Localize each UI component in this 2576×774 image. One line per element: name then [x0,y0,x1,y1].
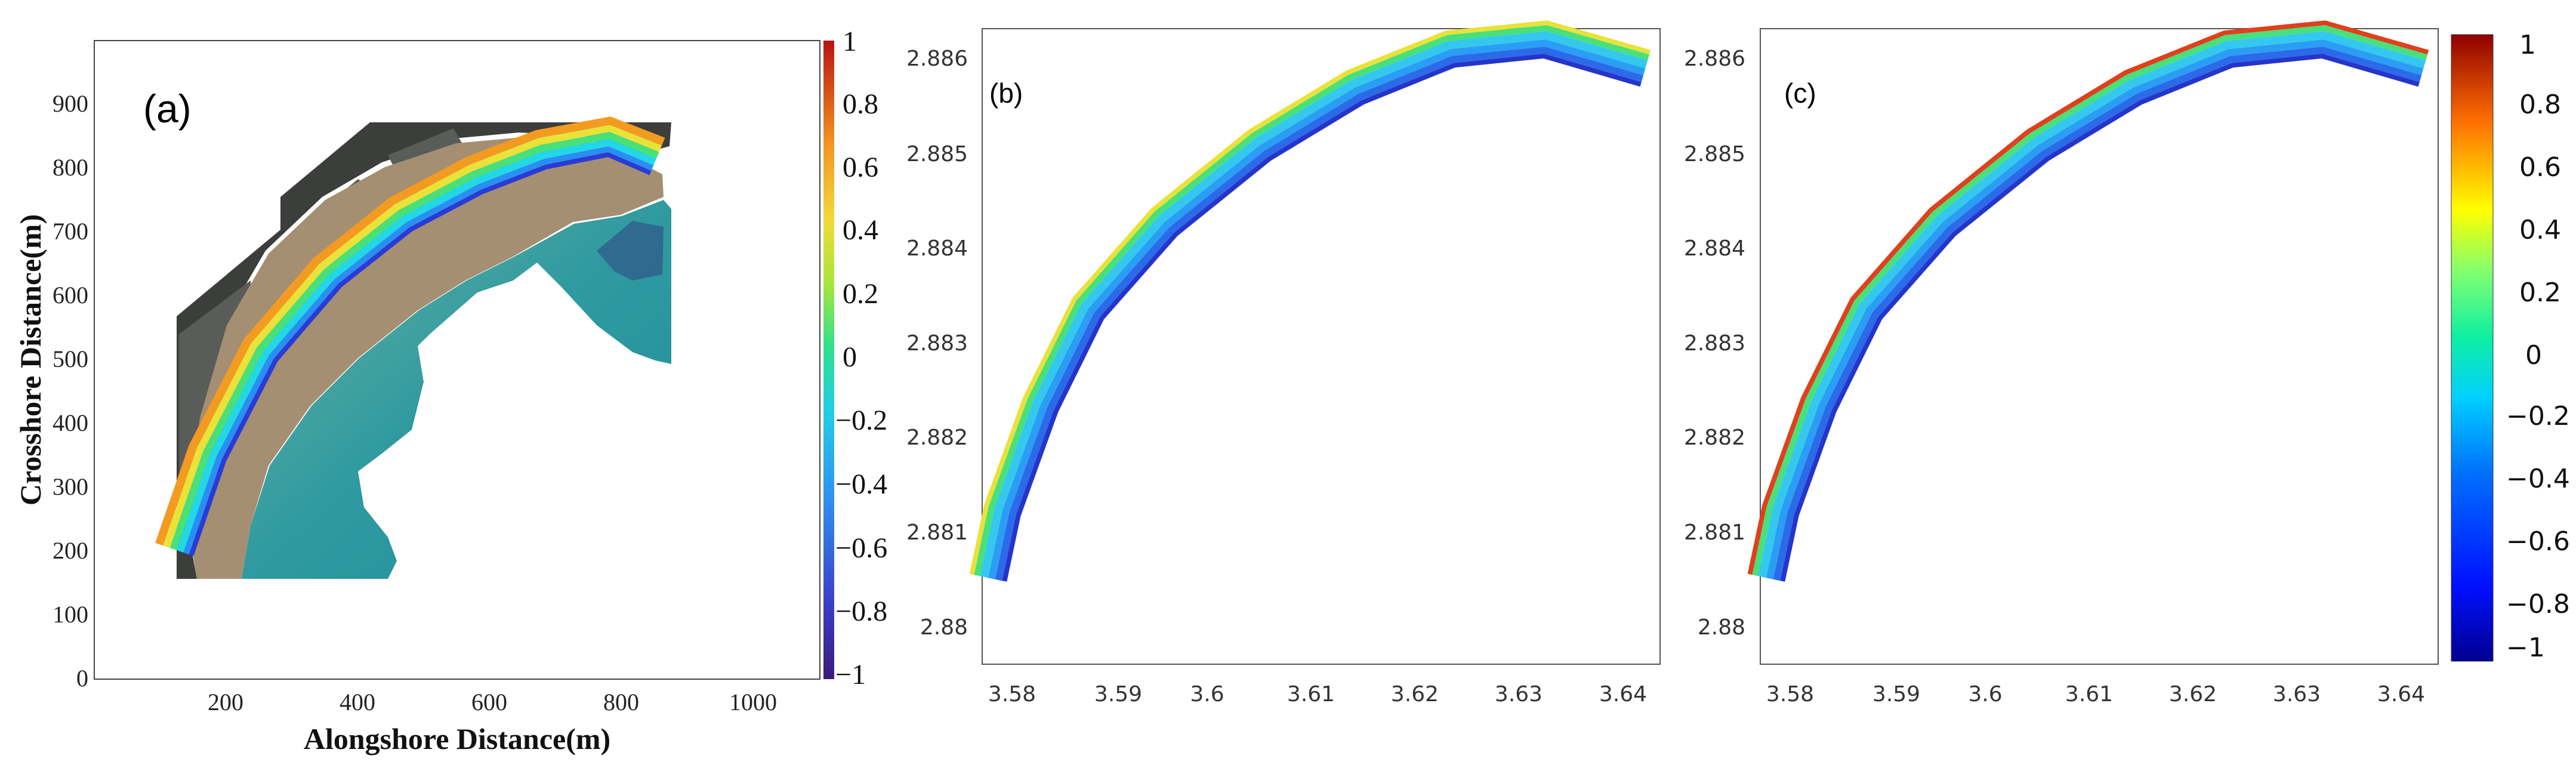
y-tick: 2.886 [1684,47,1745,71]
colorbar-tick: −0.4 [835,468,887,500]
x-tick: 200 [208,689,243,716]
x-tick: 600 [471,689,507,716]
y-tick: 100 [53,601,88,628]
x-tick: 3.63 [2273,682,2321,707]
x-tick: 400 [340,689,375,716]
band-stripe [189,152,652,556]
panel-b: (b) 2.886 2.885 2.884 2.883 2.882 2.881 … [906,20,1661,707]
panel-b-y-tick-labels: 2.886 2.885 2.884 2.883 2.882 2.881 2.88 [906,47,968,640]
x-tick: 3.59 [1094,682,1142,707]
colorbar-tick: 1 [843,26,857,57]
x-tick: 3.62 [2169,682,2217,707]
y-tick: 700 [53,218,88,245]
x-tick: 3.59 [1872,682,1920,707]
panel-c-axes-box [1760,28,2439,665]
colorbar-tick: 0.4 [843,214,878,246]
colorbar-tick: −1 [835,659,866,690]
panel-c: (c) 2.886 2.885 2.884 2.883 2.882 2.881 … [1684,20,2570,707]
band-stripe [169,132,659,550]
x-tick: 3.64 [1599,682,1647,707]
panel-b-axes-box [982,28,1661,665]
x-tick: 3.62 [1391,682,1439,707]
panel-a: 0 100 200 300 400 500 600 700 800 900 20… [14,26,887,756]
y-tick: 2.884 [906,236,968,261]
panel-a-label: (a) [143,87,192,131]
y-tick: 2.883 [906,331,968,356]
panel-c-x-tick-labels: 3.58 3.59 3.6 3.61 3.62 3.63 3.64 [1766,682,2425,707]
panel-a-y-axis-title: Crosshore Distance(m) [14,214,47,505]
y-tick: 900 [53,90,88,117]
colorbar-tick: 0.2 [2519,277,2561,308]
y-tick: 200 [53,537,88,564]
colorbar-tick: −0.6 [835,532,887,564]
panel-a-y-tick-labels: 0 100 200 300 400 500 600 700 800 900 [53,90,88,692]
x-tick: 3.61 [1287,682,1335,707]
panel-a-x-tick-labels: 200 400 600 800 1000 [208,689,777,716]
colorbar-tick: −0.2 [835,405,887,436]
band-stripe [177,139,656,553]
y-tick: 600 [53,282,88,309]
colorbar-tick: −0.6 [2506,526,2570,557]
band-stripe [163,125,662,548]
panel-b-x-tick-labels: 3.58 3.59 3.6 3.61 3.62 3.63 3.64 [988,682,1647,707]
colorbar-tick: 0.6 [843,152,878,183]
colorbar-tick: 0.4 [2519,215,2561,245]
y-tick: 2.885 [1684,142,1745,166]
y-tick: 2.881 [1684,520,1745,545]
y-tick: 400 [53,409,88,436]
x-tick: 3.6 [1190,682,1224,707]
y-tick: 300 [53,473,88,500]
x-tick: 800 [603,689,639,716]
panel-a-shoreline-band [155,116,665,556]
x-tick: 3.58 [1766,682,1814,707]
y-tick: 2.882 [1684,425,1745,450]
y-tick: 0 [76,665,88,692]
x-tick: 3.61 [2065,682,2113,707]
x-tick: 3.6 [1968,682,2002,707]
panel-c-colorbar [2451,34,2494,662]
panel-a-map-image [177,122,671,579]
colorbar-tick: −0.4 [2506,464,2570,494]
y-tick: 2.886 [906,47,968,71]
panel-a-x-axis-title: Alongshore Distance(m) [304,722,610,756]
x-tick: 3.64 [2377,682,2425,707]
x-tick: 3.58 [988,682,1036,707]
colorbar-tick: 0.8 [843,88,878,120]
panel-c-y-tick-labels: 2.886 2.885 2.884 2.883 2.882 2.881 2.88 [1684,47,1745,640]
x-tick: 1000 [729,689,777,716]
y-tick: 2.88 [1698,615,1745,640]
water-dark-patch [597,221,664,280]
panel-a-colorbar-labels: 1 0.8 0.6 0.4 0.2 0 −0.2 −0.4 −0.6 −0.8 … [835,26,887,690]
colorbar-tick: −0.8 [835,596,887,627]
colorbar-tick: −0.8 [2506,589,2570,619]
colorbar-tick: 0.8 [2519,90,2561,120]
colorbar-tick: 0 [843,341,857,373]
panel-b-label: (b) [989,78,1023,109]
colorbar-tick: 0.2 [843,278,878,310]
band-stripe [155,116,665,546]
y-tick: 500 [53,346,88,372]
y-tick: 2.882 [906,425,968,450]
colorbar-tick: −0.2 [2506,401,2570,431]
panel-c-colorbar-labels: 1 0.8 0.6 0.4 0.2 0 −0.2 −0.4 −0.6 −0.8 … [2506,30,2570,663]
y-tick: 2.88 [920,615,968,640]
x-tick: 3.63 [1495,682,1542,707]
colorbar-tick: 0 [2525,340,2542,371]
colorbar-tick: 1 [2519,30,2536,60]
y-tick: 800 [53,154,88,181]
y-tick: 2.884 [1684,236,1745,261]
band-stripe [183,146,654,555]
y-tick: 2.885 [906,142,968,166]
sand-area [186,137,664,579]
panel-c-label: (c) [1784,78,1816,109]
y-tick: 2.883 [1684,331,1745,356]
panel-a-colorbar [823,41,834,679]
water-area [242,200,671,579]
colorbar-tick: 0.6 [2519,152,2561,183]
colorbar-tick: −1 [2506,633,2545,663]
y-tick: 2.881 [906,520,968,545]
